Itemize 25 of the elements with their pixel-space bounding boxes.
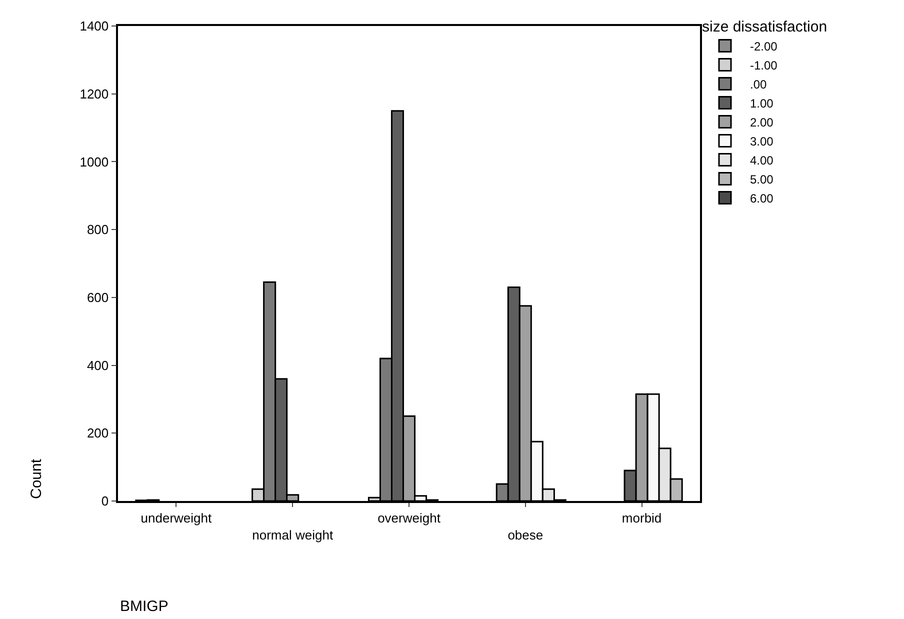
y-tick-label: 0 xyxy=(101,494,109,509)
legend-label: 4.00 xyxy=(750,153,774,168)
y-tick-label: 600 xyxy=(86,290,109,305)
legend-label: 1.00 xyxy=(750,96,774,110)
legend-label: 3.00 xyxy=(750,134,774,148)
x-axis-title: BMIGP xyxy=(120,598,168,615)
y-tick-label: 1000 xyxy=(80,154,109,170)
legend-label: .00 xyxy=(750,77,768,92)
legend-label: -1.00 xyxy=(750,58,778,72)
legend-label: 2.00 xyxy=(750,115,774,130)
y-tick-label: 800 xyxy=(86,222,109,238)
x-tick-label: obese xyxy=(508,527,544,542)
legend-label: 6.00 xyxy=(750,191,774,206)
y-tick-label: 200 xyxy=(86,426,109,441)
x-tick-label: underweight xyxy=(140,510,212,526)
x-tick-label: normal weight xyxy=(252,527,334,542)
y-axis-title: Count xyxy=(28,458,46,500)
y-tick-label: 1200 xyxy=(80,86,109,102)
y-tick-label: 1400 xyxy=(80,18,109,34)
y-tick-label: 400 xyxy=(86,358,109,373)
x-tick-label: morbid xyxy=(622,510,662,526)
x-tick-label: overweight xyxy=(378,510,441,526)
legend-title: size dissatisfaction xyxy=(702,18,828,36)
legend-label: -2.00 xyxy=(750,39,778,54)
legend-label: 5.00 xyxy=(750,172,774,186)
